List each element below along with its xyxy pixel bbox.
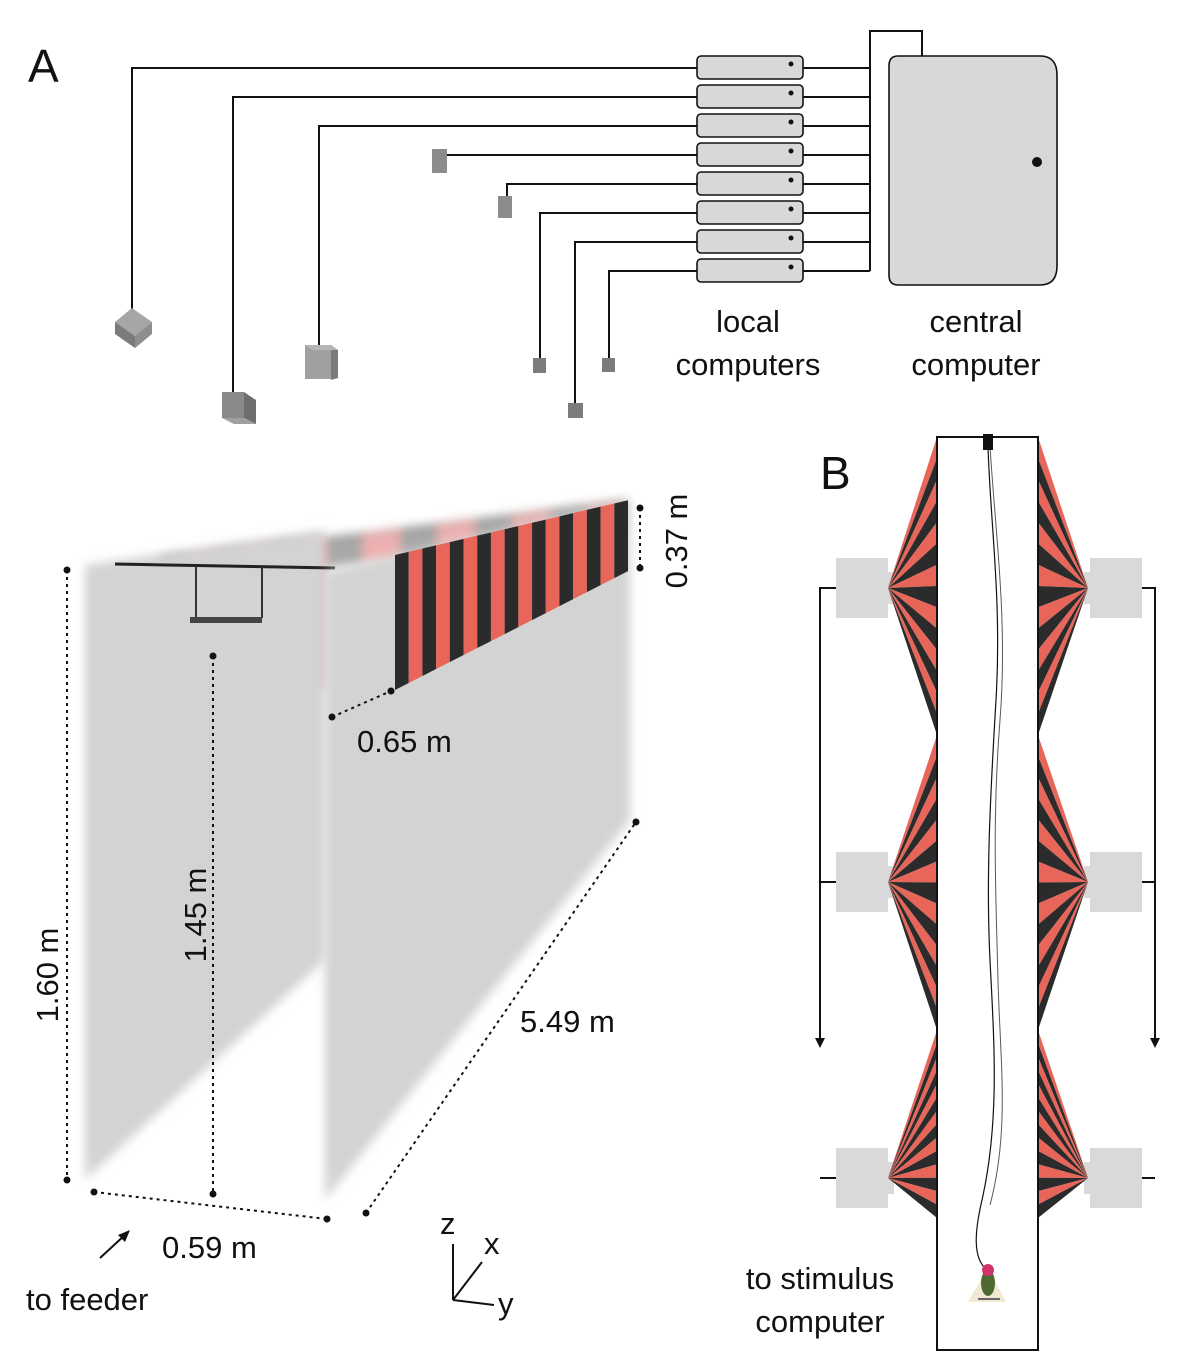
axis-triad [452,1244,495,1306]
pattern-offset-label: 0.65 m [357,724,452,759]
projector-left-3 [836,1148,894,1208]
fan-left-2 [888,735,937,1030]
panel-b-top-view [815,434,1160,1351]
camera-4 [432,149,447,173]
axis-y-label: y [498,1286,514,1321]
camera-7 [568,403,583,418]
feeder-label: to feeder [26,1282,148,1317]
tunnel-width-label: 0.59 m [162,1230,257,1265]
local-computer-5 [696,171,804,196]
central-computer-label-1: central [929,304,1022,339]
local-computer-6 [696,200,804,225]
tunnel-outline [936,436,1039,1351]
fan-right-1 [1038,437,1088,735]
pattern-height-label: 0.37 m [659,494,694,589]
projector-left-1 [836,558,894,618]
camera-6 [533,358,546,373]
local-computer-7 [696,229,804,254]
camera-8 [602,358,615,372]
panel-b-label: B [820,447,851,499]
fan-right-2 [1038,735,1088,1030]
projector-left-2 [836,852,894,912]
axis-x-label: x [484,1226,500,1261]
perch [114,562,336,623]
stimulus-label-2: computer [755,1304,884,1339]
local-computer-3 [696,113,804,138]
projector-right-1 [1084,558,1142,618]
camera-3 [305,345,338,380]
camera-2 [222,392,256,424]
near-wall-pattern [395,500,628,690]
camera-cables [131,67,697,405]
perch-height-label: 1.45 m [178,868,213,963]
stimulus-wiring [815,587,1160,1179]
local-computer-2 [696,84,804,109]
axis-z-label: z [440,1206,456,1241]
fan-left-1 [888,437,937,735]
central-computer [888,55,1058,286]
camera-1 [115,308,152,348]
local-computers [696,55,804,283]
local-computers-label-1: local [716,304,780,339]
projector-right-2 [1084,852,1142,912]
projector-right-3 [1084,1148,1142,1208]
left-wall [85,530,325,1180]
hummingbird-icon [968,1264,1006,1302]
central-computer-label-2: computer [911,347,1040,382]
flight-trajectory [975,445,999,1271]
feeder-arrow [99,1230,130,1259]
local-computer-4 [696,142,804,167]
local-computer-1 [696,55,804,80]
feeder-top [983,434,993,450]
camera-5 [498,196,512,218]
projection-fans [888,437,1088,1218]
local-computers-label-2: computers [676,347,821,382]
tunnel-length-label: 5.49 m [520,1004,615,1039]
panel-a-label: A [28,40,59,92]
tunnel-height-label: 1.60 m [30,928,65,1023]
local-computer-8 [696,258,804,283]
cameras [115,149,615,424]
fan-right-3 [1038,1030,1088,1218]
fan-left-3 [888,1030,937,1218]
stimulus-label-1: to stimulus [746,1261,894,1296]
flight-tunnel [63,500,644,1223]
network-links [803,30,923,272]
